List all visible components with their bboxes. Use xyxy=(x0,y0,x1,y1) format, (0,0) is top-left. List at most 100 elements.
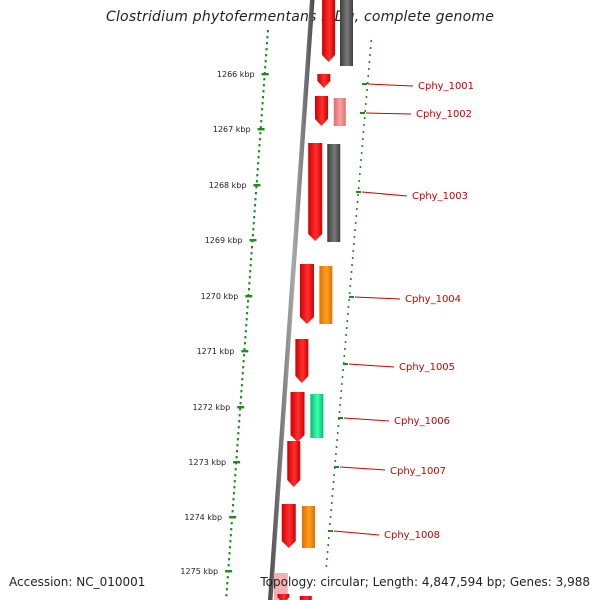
scale-dot xyxy=(255,186,258,189)
gene-block xyxy=(333,98,346,126)
scale-dot xyxy=(244,336,247,339)
gene-leader-line xyxy=(333,530,380,536)
track-dot xyxy=(353,243,355,245)
gene-block xyxy=(327,144,341,242)
scale-dot xyxy=(244,330,247,333)
track-dot xyxy=(369,54,371,56)
track-dot xyxy=(326,558,328,560)
scale-dot xyxy=(239,402,242,405)
scale-dot xyxy=(230,528,233,531)
scale-dot xyxy=(264,60,267,63)
track-dot xyxy=(369,47,372,49)
scale-dot xyxy=(254,204,257,207)
scale-tick xyxy=(225,570,233,573)
scale-dot xyxy=(265,42,268,45)
scale-dot xyxy=(230,522,233,525)
track-dot xyxy=(365,103,367,105)
scale-dot xyxy=(251,234,254,237)
scale-dot xyxy=(240,384,243,387)
scale-dot xyxy=(258,144,261,147)
scale-tick xyxy=(229,516,237,519)
track-dot xyxy=(334,460,337,462)
gene-block xyxy=(319,266,333,324)
track-dot xyxy=(330,502,333,504)
scale-tick xyxy=(253,184,261,187)
track-dot xyxy=(362,138,364,140)
scale-dot xyxy=(250,258,253,261)
gene-arrow xyxy=(322,0,336,62)
scale-dot xyxy=(257,162,260,165)
track-dot xyxy=(361,145,364,147)
scale-dot xyxy=(229,540,232,543)
genome-summary: Topology: circular; Length: 4,847,594 bp… xyxy=(260,575,590,589)
track-dot xyxy=(344,341,347,343)
scale-dot xyxy=(259,132,262,135)
track-dot xyxy=(354,229,356,231)
gene-tick xyxy=(349,296,354,298)
track-dot xyxy=(355,215,358,217)
track-dot xyxy=(325,565,328,567)
track-dot xyxy=(332,488,334,490)
scale-dot xyxy=(248,276,251,279)
gene-arrow xyxy=(317,74,331,88)
track-dot xyxy=(354,222,357,224)
track-dot xyxy=(327,537,330,539)
track-dot xyxy=(330,509,332,511)
scale-dot xyxy=(259,126,262,129)
scale-dot xyxy=(228,558,231,561)
gene-leader-line xyxy=(339,466,386,471)
track-dot xyxy=(333,474,335,476)
track-dot xyxy=(356,201,359,203)
scale-dot xyxy=(242,360,245,363)
gene-leader-line xyxy=(367,83,414,87)
gene-block xyxy=(299,596,312,600)
scale-tick xyxy=(249,239,257,242)
genome-title: Clostridium phytofermentans ISDg, comple… xyxy=(105,9,495,25)
gene-tick xyxy=(334,466,339,468)
scale-dot xyxy=(257,156,260,159)
track-dot xyxy=(351,257,354,259)
track-dot xyxy=(342,369,344,371)
track-dot xyxy=(368,68,370,70)
scale-dot xyxy=(239,408,242,411)
track-dot xyxy=(363,117,366,119)
track-dot xyxy=(339,404,341,406)
gene-tick xyxy=(343,363,348,365)
scale-dot xyxy=(228,546,231,549)
track-dot xyxy=(358,180,361,182)
scale-tick xyxy=(257,128,265,131)
track-dot xyxy=(329,523,331,525)
track-dot xyxy=(353,236,356,238)
scale-tick xyxy=(245,295,253,298)
track-dot xyxy=(352,250,355,252)
track-dot xyxy=(351,264,353,266)
scale-dot xyxy=(234,468,237,471)
track-dot xyxy=(348,299,350,301)
gene-label: Cphy_1003 xyxy=(412,191,468,202)
scale-dot xyxy=(250,252,253,255)
track-dot xyxy=(337,425,340,427)
gene-label: Cphy_1002 xyxy=(416,109,472,120)
scale-tick xyxy=(241,350,249,353)
scale-dot xyxy=(246,312,249,315)
scale-dot xyxy=(235,456,238,459)
gene-arrow xyxy=(281,504,296,548)
scale-label: 1273 kbp xyxy=(188,458,226,467)
track-dot xyxy=(366,89,368,91)
scale-dot xyxy=(256,168,259,171)
gene-block xyxy=(340,0,353,66)
track-dot xyxy=(341,383,343,385)
scale-tick xyxy=(233,461,241,464)
scale-dot xyxy=(233,480,236,483)
scale-dot xyxy=(248,282,251,285)
scale-dot xyxy=(263,78,266,81)
gene-arrow xyxy=(277,594,290,600)
scale-dot xyxy=(225,594,228,597)
scale-dot xyxy=(232,504,235,507)
track-dot xyxy=(359,173,361,175)
track-dot xyxy=(346,320,349,322)
scale-label: 1269 kbp xyxy=(205,236,243,245)
gene-block xyxy=(273,573,288,600)
scale-dot xyxy=(258,150,261,153)
